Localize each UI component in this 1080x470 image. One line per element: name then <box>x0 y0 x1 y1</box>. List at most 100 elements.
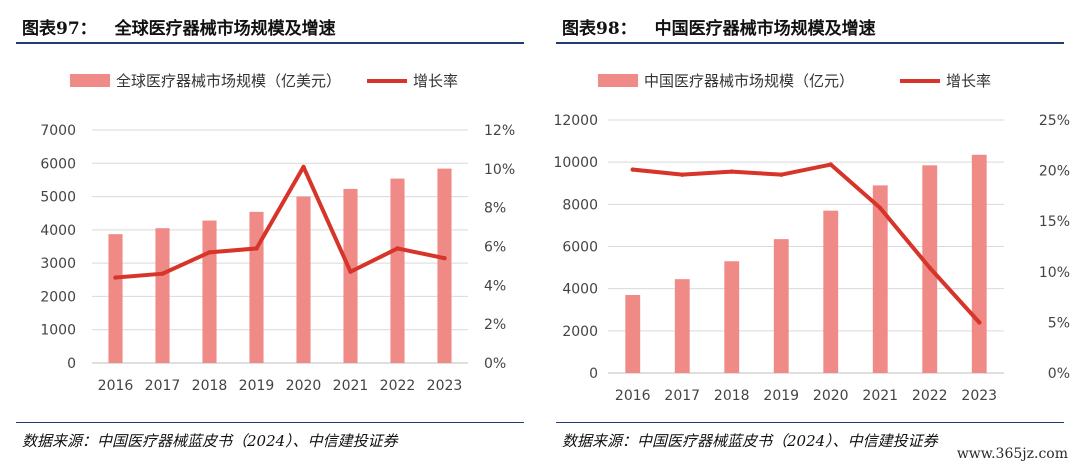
chart-legend: 全球医疗器械市场规模（亿美元） 增长率 <box>70 70 458 91</box>
y-tick-label-right: 10% <box>1039 265 1070 281</box>
growth-rate-point <box>729 169 734 174</box>
bar <box>390 178 405 363</box>
y-tick-label-left: 7000 <box>40 123 76 139</box>
source-divider <box>16 422 524 423</box>
legend-line-swatch <box>367 78 408 83</box>
bar <box>674 279 690 373</box>
y-tick-label-left: 2000 <box>562 324 598 340</box>
x-tick-label: 2023 <box>427 378 463 394</box>
source-divider <box>556 422 1064 423</box>
y-tick-label-right: 5% <box>1048 315 1070 331</box>
chart-title: 图表98： 中国医疗器械市场规模及增速 <box>562 14 876 39</box>
y-tick-label-left: 8000 <box>562 197 598 213</box>
x-tick-label: 2021 <box>862 388 898 404</box>
title-divider <box>16 42 524 44</box>
growth-rate-point <box>301 164 306 170</box>
growth-rate-point <box>828 162 833 167</box>
chart-title-text: 中国医疗器械市场规模及增速 <box>654 19 876 39</box>
bar <box>773 239 789 373</box>
y-tick-label-right: 2% <box>484 317 506 333</box>
y-tick-label-right: 4% <box>484 278 506 294</box>
y-tick-label-left: 6000 <box>562 240 598 256</box>
bar <box>202 220 217 363</box>
growth-rate-point <box>160 271 165 276</box>
x-tick-label: 2019 <box>239 378 275 394</box>
growth-rate-point <box>878 205 883 211</box>
bar <box>823 210 839 373</box>
chart-plot-global: 0 1000 2000 3000 4000 5000 6000 7000 0% 2% 4% 6% 8% 1… <box>40 123 515 394</box>
chart-title-text: 全球医疗器械市场规模及增速 <box>114 19 336 39</box>
data-source-note: 数据来源：中国医疗器械蓝皮书（2024）、中信建投证券 <box>22 432 398 450</box>
bar <box>971 154 987 373</box>
y-tick-label-left: 2000 <box>40 289 76 305</box>
y-tick-label-left: 1000 <box>40 323 76 339</box>
y-tick-label-right: 15% <box>1039 214 1070 230</box>
growth-rate-point <box>113 275 118 280</box>
x-tick-label: 2021 <box>333 378 369 394</box>
y-tick-label-left: 0 <box>67 356 76 372</box>
x-tick-label: 2017 <box>664 388 700 404</box>
chart-panel-global: 图表97： 全球医疗器械市场规模及增速 全球医疗器械市场规模（亿美元） 增长率 0… <box>16 14 524 450</box>
x-tick-label: 2019 <box>763 388 799 404</box>
legend-item-line: 增长率 <box>367 70 458 91</box>
growth-rate-point <box>395 246 400 251</box>
x-tick-label: 2018 <box>714 388 750 404</box>
bar <box>724 261 740 373</box>
growth-rate-point <box>977 320 982 325</box>
bar <box>108 234 123 363</box>
growth-rate-line <box>113 164 447 280</box>
y-tick-label-right: 10% <box>484 162 515 178</box>
y-tick-label-left: 4000 <box>562 282 598 298</box>
title-divider <box>556 42 1064 44</box>
x-tick-label: 2020 <box>813 388 849 404</box>
x-tick-label: 2023 <box>961 388 997 404</box>
legend-line-label: 增长率 <box>413 72 459 90</box>
y-tick-label-right: 12% <box>484 123 515 139</box>
chart-legend: 中国医疗器械市场规模（亿元） 增长率 <box>598 70 991 91</box>
legend-item-bar: 全球医疗器械市场规模（亿美元） <box>70 70 341 91</box>
bar <box>155 228 170 363</box>
bar <box>249 211 264 363</box>
chart-panel-china: 图表98： 中国医疗器械市场规模及增速 中国医疗器械市场规模（亿元） 增长率 0 2… <box>540 0 1080 470</box>
y-tick-label-left: 5000 <box>40 190 76 206</box>
growth-rate-point <box>779 172 784 177</box>
y-tick-label-left: 10000 <box>553 155 598 171</box>
bar <box>343 188 358 363</box>
legend-bar-swatch <box>70 74 110 87</box>
y-tick-label-right: 25% <box>1039 113 1070 129</box>
y-tick-label-left: 6000 <box>40 156 76 172</box>
legend-item-bar: 中国医疗器械市场规模（亿元） <box>598 70 854 91</box>
x-tick-label: 2022 <box>380 378 416 394</box>
legend-bar-label: 中国医疗器械市场规模（亿元） <box>644 72 855 90</box>
legend-item-line: 增长率 <box>900 70 991 91</box>
y-tick-label-left: 12000 <box>553 113 598 129</box>
legend-bar-label: 全球医疗器械市场规模（亿美元） <box>116 72 342 90</box>
y-tick-label-left: 4000 <box>40 223 76 239</box>
bar <box>437 168 452 363</box>
chart-plot-china: 0 2000 4000 6000 8000 10000 12000 0% 5% 10% 15% 20%… <box>553 113 1070 404</box>
data-source-note: 数据来源：中国医疗器械蓝皮书（2024）、中信建投证券 <box>562 432 938 450</box>
growth-rate-point <box>207 250 212 255</box>
y-tick-label-right: 8% <box>484 201 506 217</box>
legend-line-swatch <box>900 78 941 83</box>
bar <box>296 196 311 363</box>
figure-number: 图表97： <box>22 19 97 39</box>
y-tick-label-left: 3000 <box>40 256 76 272</box>
y-tick-label-right: 0% <box>484 356 506 372</box>
x-tick-label: 2016 <box>98 378 134 394</box>
growth-rate-point <box>442 255 447 261</box>
x-tick-label: 2018 <box>192 378 228 394</box>
y-tick-label-right: 20% <box>1039 164 1070 180</box>
x-tick-label: 2020 <box>286 378 322 394</box>
x-tick-label: 2022 <box>912 388 948 404</box>
chart-title: 图表97： 全球医疗器械市场规模及增速 <box>22 14 336 39</box>
growth-rate-line <box>630 162 982 325</box>
growth-rate-point <box>254 246 259 251</box>
y-tick-label-right: 6% <box>484 240 506 256</box>
bar <box>872 185 888 373</box>
figure-number: 图表98： <box>562 19 637 39</box>
bar <box>625 294 641 373</box>
x-tick-label: 2016 <box>615 388 651 404</box>
growth-rate-point <box>927 265 932 270</box>
growth-rate-point <box>630 167 635 172</box>
